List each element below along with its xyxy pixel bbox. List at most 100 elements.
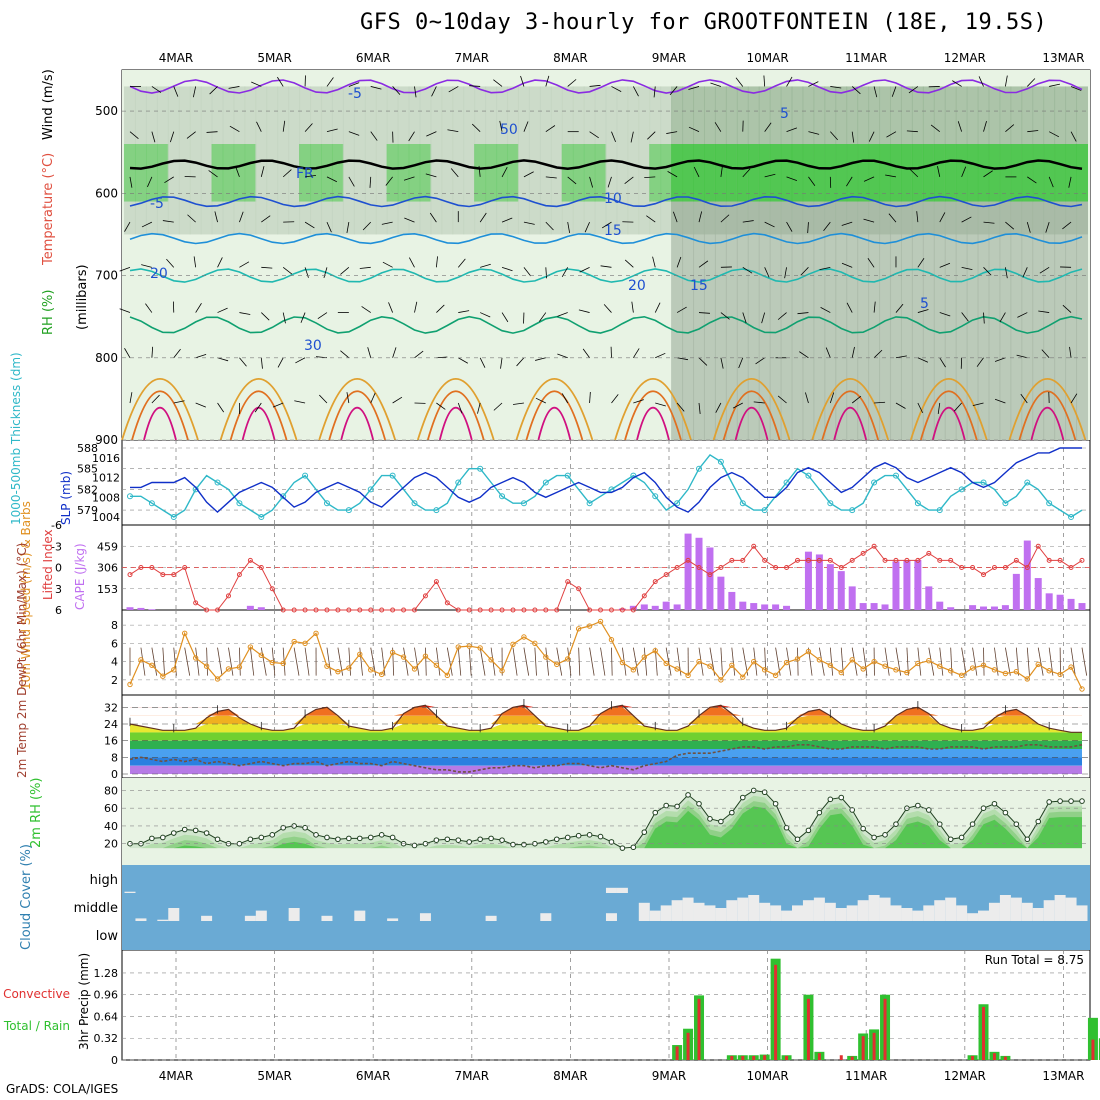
lifted-index-point xyxy=(422,593,428,599)
lifted-index-point xyxy=(619,607,625,613)
cape-bar xyxy=(1012,573,1020,610)
rh2m-point xyxy=(805,827,812,834)
wind-barb xyxy=(873,301,876,313)
wind-speed-point xyxy=(182,630,188,637)
surface-wind-barb xyxy=(162,647,166,676)
lifted-index-point xyxy=(368,607,374,613)
wind-barb xyxy=(906,130,918,133)
cloud-cell-middle xyxy=(157,919,169,921)
wind-barb xyxy=(539,312,547,322)
wind-barb xyxy=(1070,393,1078,404)
wind-speed-point xyxy=(794,656,801,662)
rh-band-lower xyxy=(889,201,902,440)
cloud-cell-middle xyxy=(813,897,825,921)
cape-bar xyxy=(695,537,703,610)
rh-band-green xyxy=(485,144,498,202)
cape-bar xyxy=(651,605,659,610)
wind-ytick: 8 xyxy=(111,619,118,632)
thickness-point xyxy=(323,500,330,507)
contour-label: 20 xyxy=(628,278,646,294)
rh-band-green xyxy=(145,144,158,202)
rh-band-lower xyxy=(791,201,804,440)
wind-barb xyxy=(652,256,656,268)
wind-barb xyxy=(873,86,878,98)
wind-barb xyxy=(217,402,225,413)
wind-speed-point xyxy=(521,634,527,640)
date-label-top: 13MAR xyxy=(1042,51,1084,65)
cape-bar xyxy=(990,606,998,610)
rh2m-point xyxy=(597,833,604,840)
thickness-point xyxy=(892,472,899,479)
wind-speed-point xyxy=(225,666,232,672)
warm-arch-contour xyxy=(833,406,868,441)
wind-speed-point xyxy=(926,658,932,664)
lifted-index-point xyxy=(959,565,965,570)
lifted-index-point xyxy=(718,565,724,570)
lifted-index-point xyxy=(1057,557,1063,563)
wind-speed-point xyxy=(991,667,998,673)
lifted-index-point xyxy=(193,600,199,606)
wind-speed-point xyxy=(280,660,286,667)
cape-bar xyxy=(257,607,265,610)
rh-band-green xyxy=(977,144,990,202)
surface-wind-barb xyxy=(632,647,639,676)
wind-barb xyxy=(195,402,207,408)
rh2m-point xyxy=(630,844,637,851)
wind-speed-point xyxy=(575,626,582,632)
wind-barb xyxy=(192,86,197,98)
wind-speed-point xyxy=(477,645,483,651)
lifted-index-point xyxy=(510,607,516,613)
wind-speed-point xyxy=(1057,671,1063,678)
wind-barb xyxy=(851,86,861,95)
thickness-point xyxy=(696,465,703,472)
cloud-cell-middle xyxy=(540,913,552,921)
rh-band-green xyxy=(933,144,946,202)
wind-barb xyxy=(1070,86,1082,91)
rh2m-point xyxy=(674,803,680,810)
wind-barb xyxy=(983,221,995,224)
lifted-index-point xyxy=(488,607,494,613)
wind-barb xyxy=(805,392,809,404)
wind-barb xyxy=(151,86,162,93)
rh-axis-label: RH (%) xyxy=(41,290,56,335)
rh-band-green xyxy=(572,144,585,202)
cape-bar xyxy=(1001,605,1009,610)
rh2m-point xyxy=(510,841,516,848)
rh2m-background xyxy=(122,778,1090,865)
lifted-index-point xyxy=(685,557,691,563)
wind-barb xyxy=(326,77,334,87)
rh-band-green xyxy=(419,144,432,202)
wind-barb xyxy=(819,266,831,271)
credit-label: GrADS: COLA/IGES xyxy=(6,1082,119,1096)
lifted-index-point xyxy=(598,607,604,613)
date-label-bottom: 12MAR xyxy=(944,1069,986,1083)
wind-barb xyxy=(653,86,656,98)
rh-band-green xyxy=(824,144,837,202)
lifted-ytick: 3 xyxy=(55,583,62,596)
cape-bar xyxy=(980,606,988,610)
wind-barb xyxy=(895,402,906,409)
wind-barb xyxy=(251,81,262,87)
rh-band-lower xyxy=(999,201,1012,440)
lifted-index-point xyxy=(641,593,647,599)
wind-barb xyxy=(600,265,612,268)
wind-barb xyxy=(516,357,525,367)
rh-band-green xyxy=(244,144,257,202)
rh2m-point xyxy=(192,827,199,834)
rh2m-point xyxy=(718,818,724,825)
wind-barb xyxy=(917,357,929,363)
wind-speed-point xyxy=(171,667,177,673)
lifted-index-point xyxy=(827,557,833,563)
rh-band-lower xyxy=(955,201,968,440)
warm-arch-contour xyxy=(636,406,670,441)
wind-barb xyxy=(151,131,156,143)
precip-convective-bar xyxy=(697,998,701,1060)
warm-arch-contour xyxy=(318,378,397,441)
thickness-point xyxy=(367,486,374,493)
cloud-cell-middle xyxy=(638,902,650,921)
rh-band-green xyxy=(988,144,1001,202)
wind-barb xyxy=(359,266,371,269)
wind-barb xyxy=(124,221,131,232)
rh2m-ytick: 40 xyxy=(104,820,118,833)
wind-speed-point xyxy=(160,673,166,679)
